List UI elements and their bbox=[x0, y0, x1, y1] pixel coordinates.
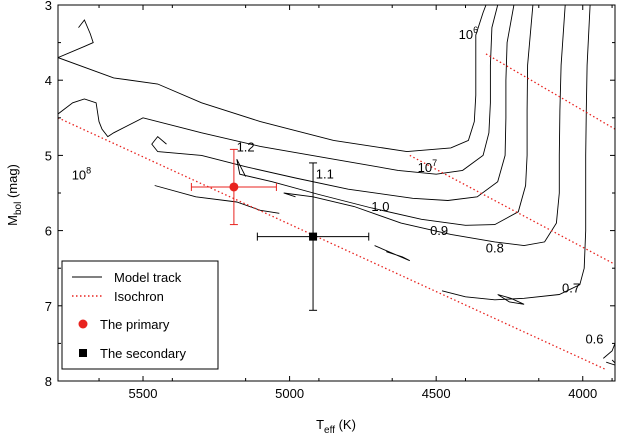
isochron-line-10-7 bbox=[409, 154, 615, 265]
isochron-line-10-8 bbox=[58, 117, 607, 371]
isochron-label-exponent: 8 bbox=[86, 165, 91, 175]
model-tracks bbox=[58, 5, 615, 366]
legend-secondary-marker bbox=[79, 349, 87, 357]
y-axis-label: Mbol (mag) bbox=[5, 164, 24, 226]
track-label-1.0: 1.0 bbox=[371, 199, 389, 214]
track-label-1.2: 1.2 bbox=[237, 140, 255, 155]
y-tick-label-7: 7 bbox=[45, 299, 52, 314]
track-line-1.0 bbox=[151, 5, 515, 201]
x-axis-label: Teff (K) bbox=[316, 417, 356, 436]
track-loop-3 bbox=[497, 294, 525, 305]
track-loop-4 bbox=[606, 359, 615, 366]
legend-primary-marker bbox=[78, 319, 88, 329]
isochron-label-exponent: 6 bbox=[473, 25, 478, 35]
isochron-label-exponent: 7 bbox=[432, 158, 437, 168]
legend-primary-label: The primary bbox=[100, 317, 170, 332]
track-label-0.8: 0.8 bbox=[486, 240, 504, 255]
y-tick-label-6: 6 bbox=[45, 224, 52, 239]
y-axis-label-main: M bbox=[5, 215, 20, 226]
legend-secondary-label: The secondary bbox=[100, 346, 186, 361]
y-tick-label-5: 5 bbox=[45, 148, 52, 163]
axis-ticks: 5500 5000 4500 4000 3 4 5 6 7 8 bbox=[45, 0, 615, 401]
isochrons bbox=[58, 53, 615, 371]
x-tick-label-5500: 5500 bbox=[129, 386, 158, 401]
track-line-0.8 bbox=[283, 5, 566, 247]
legend-model-track-label: Model track bbox=[114, 270, 182, 285]
y-tick-label-3: 3 bbox=[45, 0, 52, 13]
track-label-0.6: 0.6 bbox=[585, 331, 603, 346]
data-points bbox=[190, 148, 370, 311]
secondary-point bbox=[309, 232, 318, 241]
y-axis-label-sub: bol bbox=[13, 202, 24, 215]
x-axis-label-main: T bbox=[316, 417, 324, 432]
x-axis-label-sub: eff bbox=[324, 425, 335, 436]
x-tick-label-4000: 4000 bbox=[568, 386, 597, 401]
track-line-0.7 bbox=[441, 5, 591, 301]
track-label-0.9: 0.9 bbox=[430, 223, 448, 238]
y-tick-label-4: 4 bbox=[45, 73, 52, 88]
track-loop-1 bbox=[154, 185, 280, 214]
legend-isochron-label: Isochron bbox=[114, 289, 164, 304]
y-tick-label-8: 8 bbox=[45, 374, 52, 389]
primary-point bbox=[229, 182, 239, 192]
track-line-0.9 bbox=[236, 5, 534, 226]
track-label-0.7: 0.7 bbox=[562, 280, 580, 295]
legend: Model track Isochron The primary The sec… bbox=[61, 260, 219, 370]
track-line-1.1 bbox=[58, 5, 499, 175]
track-line-0.6 bbox=[603, 343, 615, 359]
x-axis-label-unit: (K) bbox=[335, 417, 356, 432]
legend-box bbox=[61, 260, 219, 370]
x-tick-label-5000: 5000 bbox=[275, 386, 304, 401]
track-label-1.1: 1.1 bbox=[316, 167, 334, 182]
track-loop-2 bbox=[374, 245, 411, 262]
x-tick-label-4500: 4500 bbox=[422, 386, 451, 401]
y-axis-label-unit: (mag) bbox=[5, 164, 20, 202]
track-line-1.2 bbox=[58, 5, 487, 153]
isochron-line-10-6 bbox=[485, 53, 615, 130]
